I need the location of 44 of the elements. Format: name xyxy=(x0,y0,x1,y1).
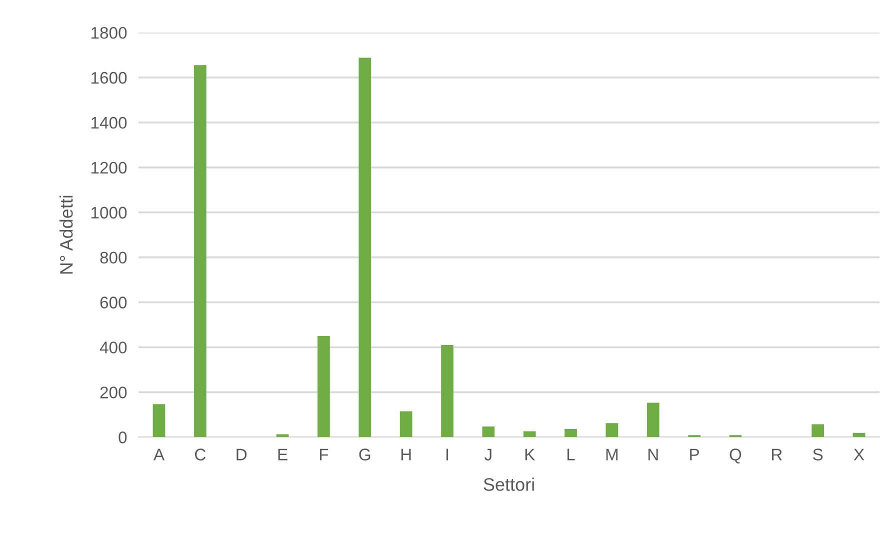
y-tick-label: 800 xyxy=(100,252,127,264)
bar xyxy=(482,426,495,438)
bar xyxy=(358,58,372,438)
bar xyxy=(523,431,536,438)
x-tick-label: K xyxy=(525,448,535,460)
bar xyxy=(194,65,206,438)
x-tick-label: F xyxy=(320,448,328,460)
bar xyxy=(318,336,330,438)
y-tick-label: 1600 xyxy=(92,72,127,84)
y-tick-label: 1400 xyxy=(92,116,127,129)
x-tick-label: D xyxy=(236,448,247,460)
x-tick-label: M xyxy=(606,448,618,460)
bar xyxy=(276,434,289,438)
x-tick-label: Q xyxy=(730,448,742,464)
x-tick-label: A xyxy=(153,448,165,460)
x-tick-label: N xyxy=(648,448,658,460)
bar xyxy=(646,402,660,438)
x-tick-label: G xyxy=(359,448,370,460)
bar xyxy=(812,424,824,438)
y-tick-label: 200 xyxy=(100,386,127,398)
bar xyxy=(441,344,454,438)
x-axis-title: Settori xyxy=(484,478,534,491)
bar xyxy=(606,423,618,438)
y-axis-title: N° Addetti xyxy=(60,196,73,274)
x-tick-label: J xyxy=(484,448,492,460)
bar xyxy=(152,404,166,438)
y-tick-label: 400 xyxy=(100,342,127,354)
x-tick-label: P xyxy=(690,448,699,460)
y-tick-label: 0 xyxy=(118,432,127,444)
bar xyxy=(400,411,412,438)
y-tick-label: 1000 xyxy=(92,206,127,219)
x-tick-label: I xyxy=(446,448,448,460)
x-tick-label: C xyxy=(195,448,206,460)
x-tick-label: E xyxy=(278,448,288,460)
y-tick-label: 1800 xyxy=(92,26,127,39)
x-tick-label: S xyxy=(813,448,823,460)
x-tick-label: X xyxy=(854,448,864,460)
y-tick-label: 1200 xyxy=(92,162,127,174)
x-tick-label: R xyxy=(772,448,782,460)
x-tick-label: L xyxy=(568,448,575,460)
bar xyxy=(564,429,577,438)
x-tick-label: H xyxy=(401,448,411,460)
y-tick-label: 600 xyxy=(100,296,127,308)
bar xyxy=(852,432,866,438)
